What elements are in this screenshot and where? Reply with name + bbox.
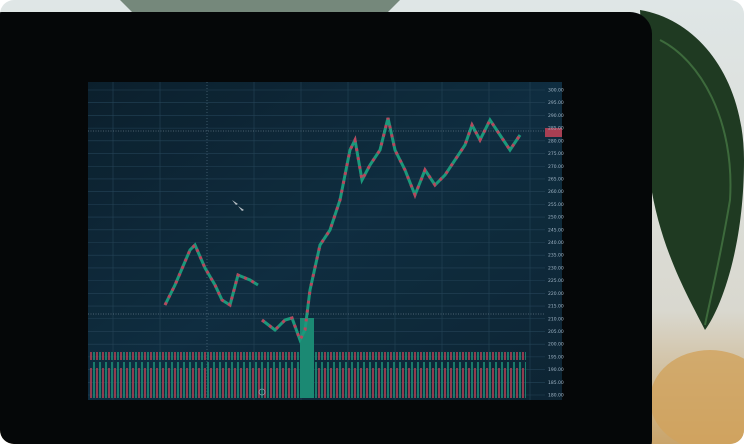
price-down [261, 117, 522, 344]
y-tick-label: 200.00 [548, 342, 564, 348]
y-tick-label: 180.00 [548, 393, 564, 399]
y-tick-label: 205.00 [548, 329, 564, 335]
volume-spike [300, 318, 314, 398]
cursor [232, 200, 244, 211]
y-tick-label: 260.00 [548, 189, 564, 195]
y-tick-label: 300.00 [548, 88, 564, 94]
y-tick-label: 235.00 [548, 253, 564, 259]
leaf-vein [659, 39, 732, 326]
y-tick-label: 250.00 [548, 215, 564, 221]
price-line [163, 117, 522, 344]
price-tag [545, 128, 562, 137]
y-tick-label: 195.00 [548, 354, 564, 360]
y-tick-label: 275.00 [548, 151, 564, 157]
y-tick-label: 270.00 [548, 164, 564, 170]
y-tick-label: 255.00 [548, 202, 564, 208]
y-tick-label: 220.00 [548, 291, 564, 297]
y-tick-label: 185.00 [548, 380, 564, 386]
y-tick-label: 280.00 [548, 138, 564, 144]
y-tick-label: 285.00 [548, 126, 564, 132]
screen-glare [88, 82, 562, 400]
y-tick-label: 215.00 [548, 304, 564, 310]
leaf [640, 10, 744, 330]
y-tick-label: 190.00 [548, 367, 564, 373]
y-tick-label: 240.00 [548, 240, 564, 246]
y-tick-label: 290.00 [548, 113, 564, 119]
scroll-icon [258, 388, 266, 396]
y-tick-label: 225.00 [548, 278, 564, 284]
price-down [163, 242, 259, 308]
y-tick-label: 230.00 [548, 265, 564, 271]
y-tick-label: 295.00 [548, 100, 564, 106]
y-tick-label: 265.00 [548, 176, 564, 182]
y-tick-label: 245.00 [548, 227, 564, 233]
y-tick-label: 210.00 [548, 316, 564, 322]
lamp [650, 350, 744, 444]
price-axis: 300.00 295.00 290.00 285.00 280.00 275.00 270.… [548, 88, 564, 399]
